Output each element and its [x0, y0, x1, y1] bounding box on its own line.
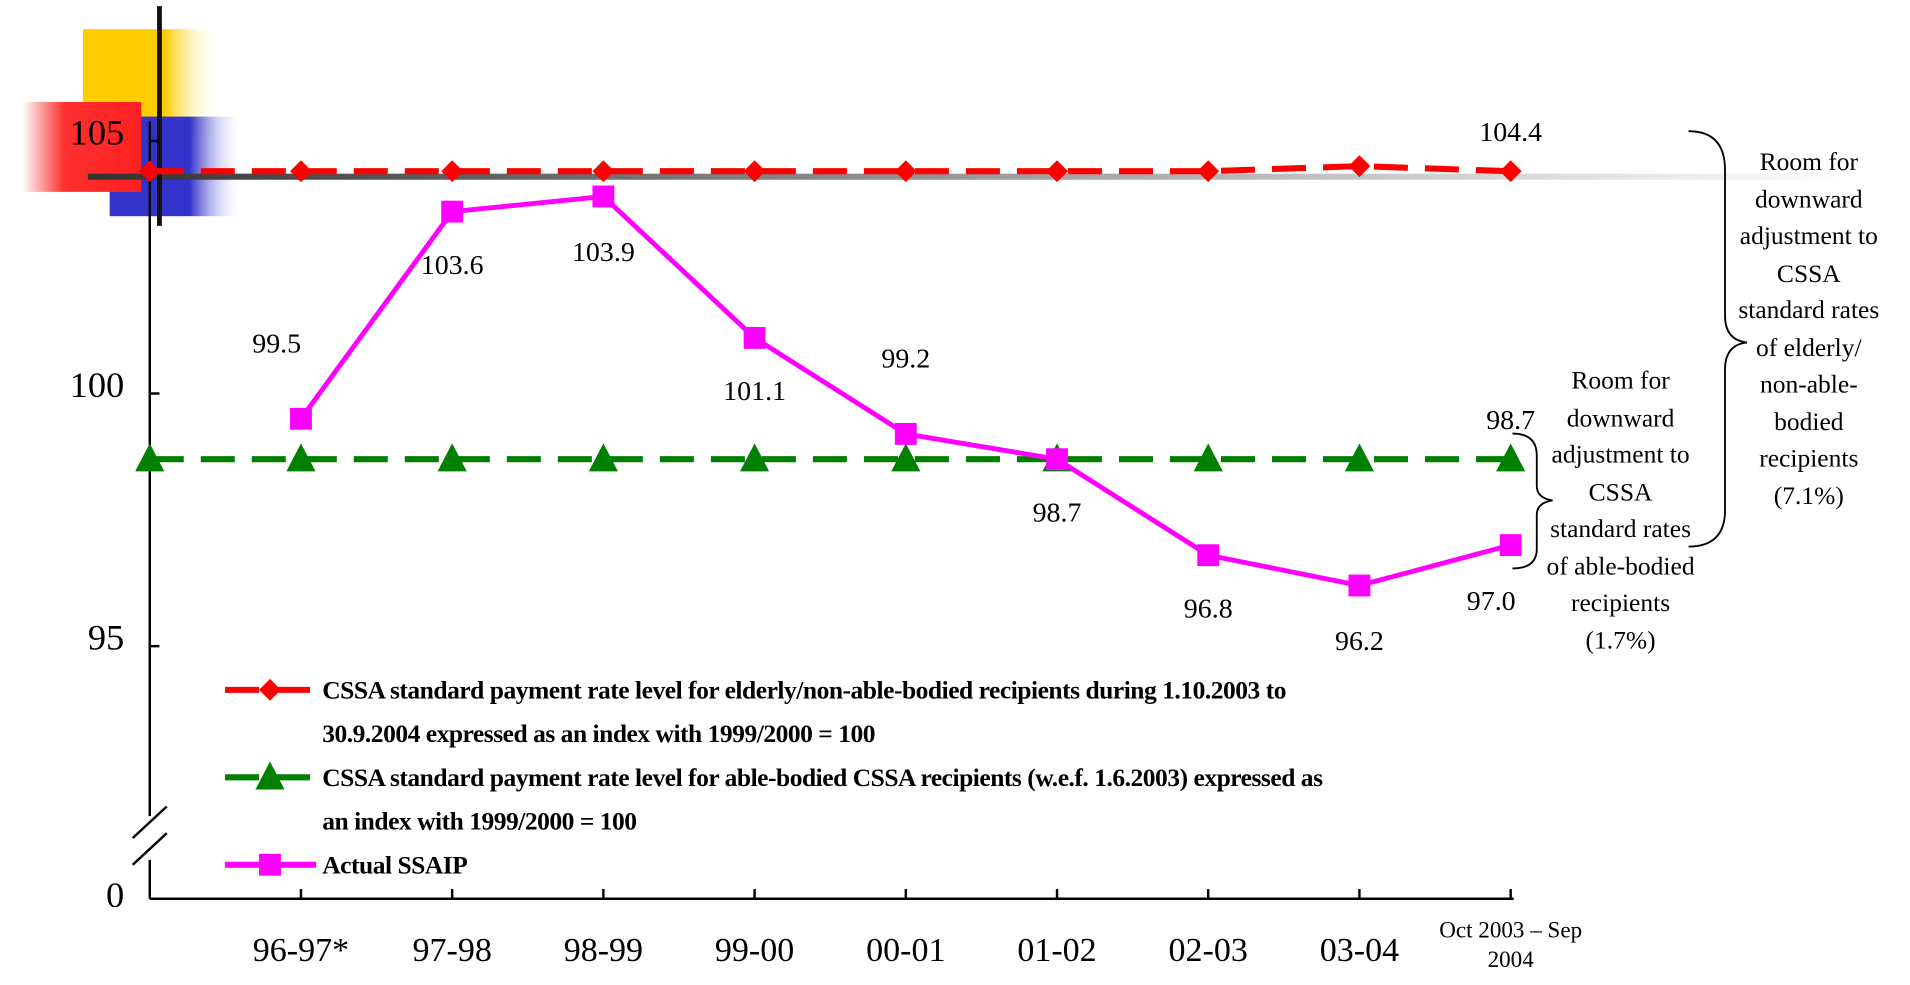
data-label: 96.8 [1184, 593, 1233, 624]
data-point [1499, 534, 1522, 557]
data-point [1046, 448, 1068, 471]
data-point [1499, 160, 1522, 183]
legend-label-text: CSSA standard payment rate level for abl… [322, 762, 1323, 836]
data-label: 103.6 [421, 250, 484, 281]
data-point [891, 443, 921, 472]
data-point [1348, 155, 1371, 178]
annotation-text: Room for downward adjustment to CSSA sta… [1546, 365, 1695, 655]
data-point [441, 200, 464, 223]
data-point [743, 327, 766, 349]
x-tick-label: 00-01 [866, 932, 945, 969]
data-label: 97.0 [1467, 586, 1516, 617]
legend-label-text: CSSA standard payment rate level for eld… [322, 675, 1286, 749]
data-point [894, 423, 917, 445]
legend-marker [255, 761, 285, 790]
data-point [592, 160, 615, 183]
y-tick-label: 100 [70, 365, 125, 405]
x-tick-label: 03-04 [1320, 932, 1399, 969]
data-point [1046, 160, 1068, 183]
data-label: 96.2 [1335, 626, 1384, 657]
legend-label-text: Actual SSAIP [322, 850, 468, 880]
data-label: 98.7 [1486, 405, 1535, 436]
brackets [1512, 130, 1748, 570]
annotation: Room for downward adjustment to CSSA sta… [1738, 146, 1880, 510]
x-tick-label: 02-03 [1169, 932, 1248, 969]
data-label: 98.7 [1033, 497, 1082, 528]
legend-label: CSSA standard payment rate level for abl… [322, 762, 1323, 836]
data-point [286, 443, 316, 472]
x-tick-label: 98-99 [564, 932, 643, 969]
annotation: Room for downward adjustment to CSSA sta… [1546, 365, 1695, 655]
annotation-text: Room for downward adjustment to CSSA sta… [1738, 146, 1880, 510]
series-line [149, 163, 1511, 175]
decoration [22, 6, 1849, 226]
data-label: 99.2 [881, 343, 930, 374]
data-point [740, 443, 770, 472]
x-tick-label: 01-02 [1017, 932, 1096, 969]
data-point [290, 160, 312, 183]
legend-marker [259, 678, 281, 701]
data-point [135, 443, 165, 472]
axes [131, 121, 1514, 900]
data-point [290, 407, 312, 430]
data-point [437, 443, 467, 472]
y-tick-label: 95 [88, 618, 124, 658]
x-tick-label: 96-97* [253, 932, 349, 969]
data-point [441, 160, 464, 183]
x-tick-label: 99-00 [715, 932, 794, 969]
x-tick-label-text: Oct 2003 – Sep 2004 [1439, 918, 1583, 973]
legend-label: CSSA standard payment rate level for eld… [322, 675, 1286, 749]
plot: 0 95 100 105 96-97* 97-98 98-99 99-00 00-01 01-02… [70, 112, 1880, 973]
legend-label: Actual SSAIP [322, 850, 468, 880]
data-label: 103.9 [572, 237, 635, 268]
x-tick-label: 97-98 [413, 932, 492, 969]
data-point [1496, 443, 1526, 472]
legend-marker [259, 853, 281, 876]
data-point [1197, 160, 1220, 183]
data-point [1197, 544, 1220, 567]
data-point [592, 185, 615, 208]
data-point [1344, 443, 1375, 472]
data-point [1348, 574, 1371, 597]
data-label: 99.5 [252, 328, 301, 359]
y-tick-label: 0 [106, 875, 124, 915]
data-point [1193, 443, 1223, 472]
y-tick-label: 105 [70, 112, 125, 152]
data-point [588, 443, 618, 472]
x-tick-label: Oct 2003 – Sep 2004 [1439, 918, 1583, 973]
data-label: 101.1 [723, 376, 786, 407]
data-label: 104.4 [1479, 117, 1542, 148]
data-point [743, 160, 766, 183]
